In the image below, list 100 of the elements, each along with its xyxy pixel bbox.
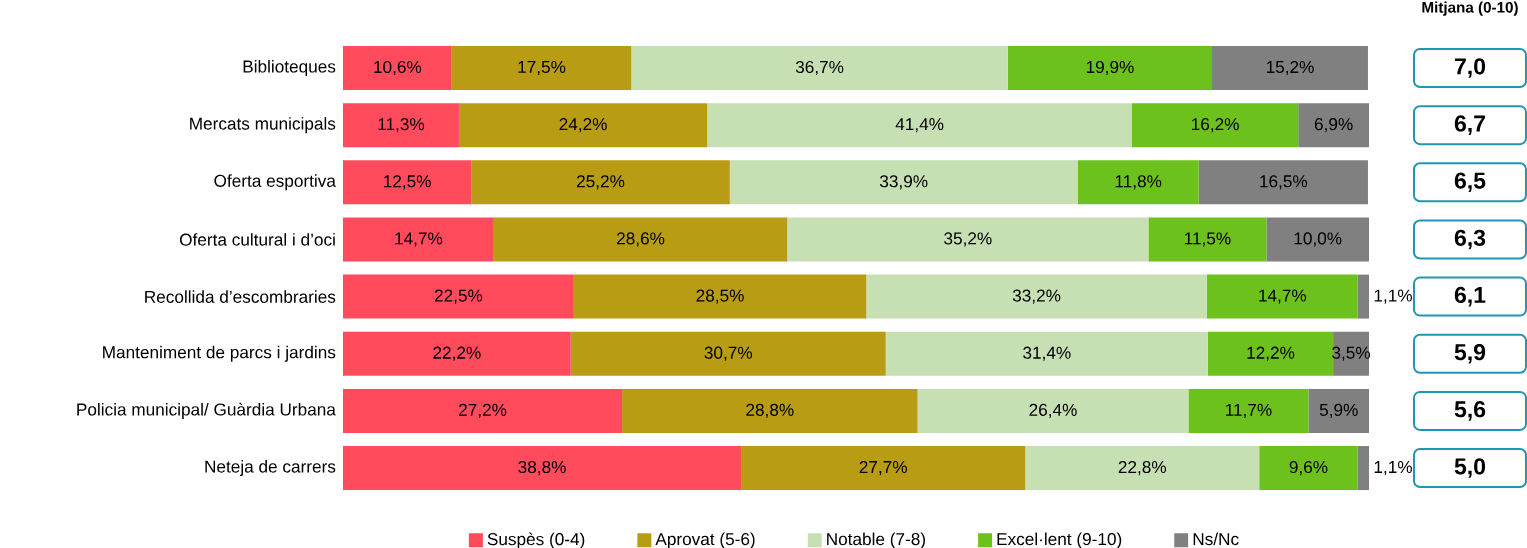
- data-label: 28,6%: [617, 232, 665, 247]
- bar: [729, 160, 1078, 205]
- data-label: 33,2%: [1012, 289, 1061, 304]
- data-label: 26,4%: [1029, 403, 1077, 418]
- bar: [622, 388, 918, 433]
- bar: [1077, 160, 1199, 205]
- y-tick-label: Biblioteques: [243, 60, 336, 77]
- data-label: 15,2%: [1266, 60, 1314, 76]
- legend-label: Ns/Nc: [1193, 532, 1239, 546]
- text: 6,5: [1454, 172, 1486, 193]
- data-label: 41,4%: [895, 118, 944, 133]
- bar: [570, 331, 886, 376]
- bar: [1212, 46, 1368, 91]
- bar: [343, 160, 472, 205]
- data-label: 11,5%: [1184, 232, 1231, 247]
- legend-label: Notable (7-8): [827, 532, 926, 548]
- data-label: 22,2%: [433, 346, 481, 361]
- text: Mitjana (0-10): [1422, 1, 1518, 16]
- bar: [741, 446, 1026, 491]
- bar: [1025, 446, 1260, 491]
- bar: [1357, 274, 1369, 319]
- text: 5,9: [1454, 343, 1486, 364]
- bar: [1357, 446, 1369, 491]
- y-tick-label: Manteniment de parcs i jardins: [103, 345, 336, 362]
- bar: [343, 217, 494, 262]
- bar: [451, 46, 632, 91]
- data-label: 11,8%: [1115, 175, 1162, 190]
- data-label: 28,8%: [746, 403, 794, 418]
- data-label: 27,7%: [859, 460, 907, 476]
- data-label: 16,2%: [1192, 118, 1239, 133]
- bar: [1259, 446, 1358, 491]
- data-label: 22,5%: [434, 289, 483, 304]
- data-label: 27,2%: [459, 403, 507, 418]
- bar: [1188, 388, 1309, 433]
- data-label: 28,5%: [696, 289, 744, 304]
- bar: [707, 103, 1132, 148]
- data-label: 25,2%: [577, 175, 625, 190]
- legend-label: Aprovat (5-6): [655, 532, 755, 548]
- text: 6,3: [1454, 229, 1486, 250]
- data-label: 9,6%: [1289, 460, 1328, 476]
- bar: [458, 103, 708, 148]
- y-tick-label: Recollida d’escombraries: [145, 290, 336, 303]
- bar: [885, 331, 1208, 376]
- y-tick-label: Policia municipal/ Guàrdia Urbana: [77, 402, 336, 420]
- data-label: 12,5%: [384, 175, 431, 190]
- bar: [471, 160, 730, 205]
- bar: [1298, 103, 1369, 148]
- data-label: 6,9%: [1314, 118, 1353, 133]
- bar: [1148, 217, 1267, 262]
- bar: [343, 388, 623, 433]
- data-label: 35,2%: [944, 232, 992, 247]
- data-label: 10,0%: [1294, 232, 1342, 247]
- data-label: 24,2%: [559, 118, 607, 133]
- data-label: 1,1%: [1374, 460, 1412, 476]
- bar: [343, 46, 452, 91]
- data-label: 22,8%: [1118, 460, 1167, 476]
- data-label: 11,3%: [378, 118, 425, 133]
- bar: [343, 103, 459, 148]
- bar: [343, 331, 571, 376]
- data-label: 12,2%: [1247, 346, 1295, 361]
- data-label: 33,9%: [879, 175, 928, 190]
- data-label: 17,5%: [518, 60, 566, 76]
- text: 5,6: [1454, 401, 1486, 421]
- data-label: 14,7%: [395, 232, 443, 247]
- y-tick-label: Oferta cultural i d’oci: [179, 233, 335, 246]
- bar: [1132, 103, 1299, 148]
- bar: [866, 274, 1207, 319]
- data-label: 5,9%: [1319, 403, 1358, 418]
- bar: [573, 274, 867, 319]
- y-tick-label: Mercats municipals: [190, 117, 336, 134]
- bar: [631, 46, 1008, 91]
- legend-label: Excel·lent (9-10): [997, 532, 1122, 548]
- data-label: 14,7%: [1259, 289, 1307, 304]
- bar: [1308, 388, 1369, 433]
- data-label: 10,6%: [374, 60, 422, 76]
- data-label: 38,8%: [518, 460, 566, 476]
- bar: [343, 274, 574, 319]
- bar: [787, 217, 1149, 262]
- data-label: 31,4%: [1023, 346, 1071, 361]
- text: 5,0: [1454, 458, 1486, 478]
- legend-label: Suspès (0-4): [487, 532, 585, 548]
- y-tick-label: Oferta esportiva: [214, 174, 336, 191]
- data-label: 30,7%: [704, 346, 753, 361]
- bar: [343, 446, 742, 491]
- bar: [1007, 46, 1213, 91]
- bar: [917, 388, 1189, 433]
- data-label: 19,9%: [1086, 60, 1134, 76]
- bar: [1206, 274, 1358, 319]
- bar: [493, 217, 788, 262]
- y-tick-label: Neteja de carrers: [205, 460, 336, 477]
- data-label: 16,5%: [1260, 175, 1308, 190]
- bar: [1198, 160, 1368, 205]
- text: 7,0: [1454, 58, 1486, 78]
- text: 6,1: [1454, 286, 1486, 307]
- bar: [1266, 217, 1369, 262]
- data-label: 11,7%: [1226, 403, 1272, 418]
- data-label: 36,7%: [795, 60, 844, 76]
- data-label: 1,1%: [1374, 289, 1412, 304]
- text: 6,7: [1454, 115, 1485, 135]
- bar: [1207, 331, 1334, 376]
